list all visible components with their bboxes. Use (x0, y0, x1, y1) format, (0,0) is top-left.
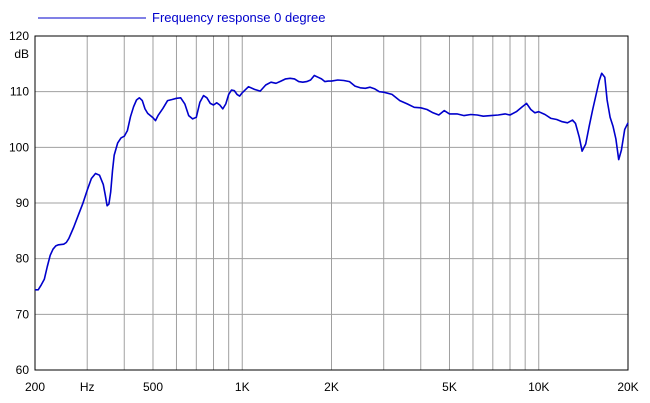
x-tick-label: 5K (442, 380, 457, 394)
x-tick-label: 10K (528, 380, 549, 394)
plot-frame (34, 35, 629, 371)
x-axis-tick-labels: 200 Hz 500 1K 2K 5K 10K 20K (25, 380, 639, 394)
y-tick-label: 60 (16, 363, 30, 377)
y-tick-label: 100 (9, 140, 29, 154)
x-tick-label: 500 (143, 380, 163, 394)
y-axis-tick-labels: 60 70 80 90 100 110 120 (9, 29, 29, 377)
x-tick-label: 20K (617, 380, 638, 394)
series-layer (35, 72, 629, 291)
series-line (35, 72, 629, 291)
y-tick-label: 110 (10, 85, 29, 99)
y-tick-label: 120 (9, 29, 29, 43)
x-tick-label: 2K (324, 380, 339, 394)
grid-lines (35, 36, 628, 370)
x-tick-label: Hz (80, 380, 95, 394)
x-tick-label: 200 (25, 380, 45, 394)
y-tick-label: 70 (16, 307, 30, 321)
legend: Frequency response 0 degree (38, 10, 325, 25)
y-axis-unit-label: dB (14, 47, 29, 61)
legend-label: Frequency response 0 degree (152, 10, 325, 25)
x-tick-label: 1K (235, 380, 250, 394)
y-tick-label: 90 (16, 196, 30, 210)
y-tick-label: 80 (16, 252, 30, 266)
